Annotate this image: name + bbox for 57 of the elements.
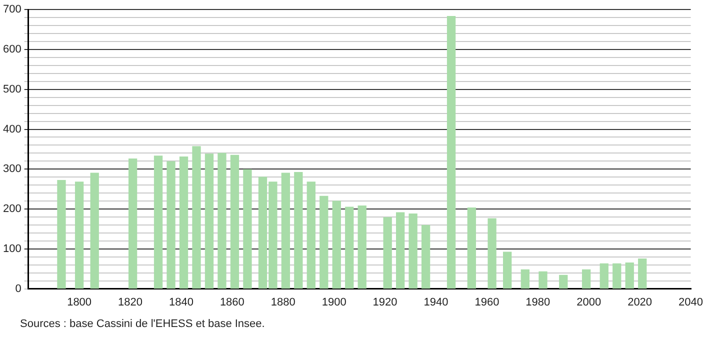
x-tick-label: 1940 — [424, 296, 448, 308]
bar — [625, 262, 634, 289]
x-tick-label: 1920 — [372, 296, 398, 308]
x-tick-label: 1960 — [474, 296, 500, 308]
bar — [559, 274, 568, 289]
bar — [488, 218, 496, 289]
x-tick-label: 1840 — [168, 296, 194, 308]
bar — [600, 263, 608, 289]
y-tick-label: 300 — [2, 163, 22, 176]
bar — [421, 225, 430, 289]
bar — [230, 154, 240, 289]
y-tick-label: 200 — [2, 203, 22, 216]
bar — [446, 16, 456, 289]
x-tick-label: 2000 — [576, 296, 602, 308]
bar — [467, 208, 476, 289]
bar — [320, 196, 328, 289]
x-tick-label: 1980 — [526, 296, 550, 308]
bar — [638, 258, 647, 289]
y-tick-label: 400 — [2, 123, 22, 136]
bar — [345, 206, 354, 289]
bar — [74, 182, 84, 289]
bar — [332, 200, 341, 289]
y-tick-label: 100 — [2, 242, 22, 255]
x-tick-label: 1820 — [118, 296, 143, 308]
x-tick-label: 1900 — [322, 296, 346, 308]
bar — [612, 263, 622, 289]
x-tick-label: 1800 — [67, 296, 92, 308]
bar — [179, 156, 188, 289]
y-tick-label: 600 — [2, 44, 22, 56]
bar — [57, 180, 66, 289]
x-tick-label: 2020 — [628, 296, 652, 308]
bar — [503, 252, 512, 289]
bar — [204, 154, 214, 289]
bar — [90, 172, 99, 289]
y-tick-label: 700 — [2, 4, 22, 16]
bar — [218, 152, 226, 289]
bar — [281, 172, 290, 289]
bar — [538, 271, 548, 289]
bar — [396, 212, 405, 289]
bar — [294, 172, 303, 289]
bar — [243, 169, 252, 289]
bar — [358, 206, 366, 289]
bar — [520, 269, 530, 289]
x-tick-label: 1880 — [270, 296, 296, 308]
source-note: Sources : base Cassini de l'EHESS et base Insee. — [20, 318, 266, 330]
bar — [582, 269, 591, 289]
bar — [192, 146, 201, 289]
bar — [154, 156, 163, 289]
y-tick-label: 0 — [15, 282, 22, 295]
x-tick-label: 2040 — [678, 296, 704, 308]
x-tick-label: 1860 — [220, 296, 244, 308]
bar — [128, 158, 138, 289]
bar — [166, 161, 176, 289]
bar — [408, 213, 418, 289]
bar — [306, 182, 316, 289]
bar — [383, 217, 392, 289]
y-tick-label: 500 — [2, 83, 22, 96]
